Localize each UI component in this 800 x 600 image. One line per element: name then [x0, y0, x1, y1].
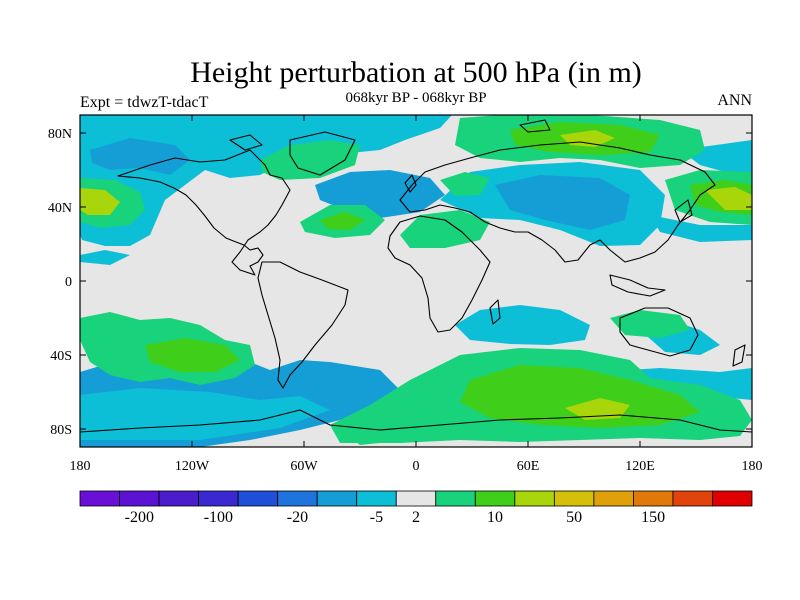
- lon-tick-label: 120E: [625, 459, 655, 474]
- contour-indian-south-core: [460, 365, 700, 428]
- colorbar-swatch: [474, 490, 516, 507]
- coast-australia: [619, 307, 699, 357]
- colorbar-swatch: [633, 490, 674, 507]
- coast-new-zealand: [732, 344, 746, 367]
- colorbar-swatch: [237, 490, 279, 507]
- coast-africa: [387, 215, 491, 333]
- lon-tick-label: 0: [413, 459, 420, 474]
- latitude-axis: 80N 40N 0 40S 80S: [48, 127, 752, 438]
- lon-tick-label: 180: [742, 459, 763, 474]
- contour-africa-pos: [400, 210, 490, 248]
- colorbar-label: 150: [641, 509, 665, 526]
- colorbar-swatch: [712, 490, 753, 507]
- coast-indonesia: [609, 274, 666, 297]
- colorbar-label: -100: [204, 509, 233, 526]
- colorbar-swatch: [435, 490, 476, 507]
- lon-tick-label: 120W: [175, 459, 210, 474]
- colorbar-swatch: [395, 490, 437, 507]
- contour-antarctic-west-pos: [340, 418, 420, 445]
- colorbar-label: 2: [412, 509, 420, 526]
- coast-south-america: [257, 261, 349, 389]
- lon-tick-label: 60W: [290, 459, 318, 474]
- contour-south-pacific-core: [145, 338, 240, 372]
- colorbar-swatch: [198, 490, 239, 507]
- lat-tick-label: 40N: [48, 201, 72, 216]
- lat-tick-label: 40S: [50, 349, 72, 364]
- experiment-label: Expt = tdwzT-tdacT: [80, 94, 209, 111]
- negative-regions: [80, 115, 752, 447]
- colorbar-swatch: [356, 490, 397, 507]
- colorbar-swatch: [514, 490, 555, 507]
- contour-pacific-west-core: [80, 188, 120, 215]
- colorbar-label: -5: [370, 509, 383, 526]
- season-label: ANN: [717, 92, 752, 109]
- contour-indian-south-peak: [565, 398, 630, 420]
- colorbar-swatch: [593, 490, 634, 507]
- plot-subtitle: 068kyr BP - 068kyr BP: [345, 90, 486, 106]
- contour-arctic-neg-core: [90, 138, 190, 175]
- colorbar-swatch: [316, 490, 358, 507]
- contour-indian-neg: [455, 305, 590, 345]
- coastlines: [80, 119, 752, 433]
- contour-southern-neg-inner: [80, 388, 330, 440]
- colorbar-label: -200: [125, 509, 154, 526]
- contour-pacific-nw-neg: [650, 215, 752, 242]
- contour-mid-atlantic-core: [320, 212, 365, 230]
- lat-tick-label: 80S: [50, 423, 72, 438]
- colorbar-labels: -200 -100 -20 -5 2 10 50 150: [125, 509, 666, 526]
- coast-japan: [674, 199, 693, 223]
- coast-north-america: [117, 149, 291, 276]
- colorbar: [79, 490, 753, 507]
- colorbar-label: -20: [287, 509, 308, 526]
- colorbar-label: 10: [487, 509, 503, 526]
- contour-nw-pacific-neg: [80, 250, 130, 265]
- longitude-axis: 180 120W 60W 0 60E 120E 180: [70, 115, 763, 474]
- colorbar-swatch: [79, 490, 120, 507]
- colorbar-label: 50: [566, 509, 582, 526]
- colorbar-swatch: [158, 490, 199, 507]
- coast-arctic-islands: [229, 119, 551, 151]
- lon-tick-label: 60E: [517, 459, 540, 474]
- contour-ne-asia-peak: [705, 187, 752, 210]
- coast-eurasia: [399, 141, 716, 263]
- colorbar-swatch: [119, 490, 160, 507]
- coast-antarctica: [80, 409, 752, 433]
- contour-europe-pos: [440, 172, 490, 196]
- contour-asia-neg-core: [495, 175, 630, 230]
- colorbar-swatch: [277, 490, 318, 507]
- coast-uk: [404, 174, 417, 193]
- plot-title: Height perturbation at 500 hPa (in m): [190, 56, 642, 89]
- map-field: [80, 115, 752, 447]
- colorbar-swatch: [553, 490, 595, 507]
- lat-tick-label: 0: [65, 275, 72, 290]
- colorbar-swatch: [672, 490, 713, 507]
- coast-greenland: [289, 131, 356, 176]
- contour-australia-pos: [610, 310, 690, 338]
- lon-tick-label: 180: [70, 459, 91, 474]
- contour-greenland-pos: [260, 140, 360, 180]
- lat-tick-label: 80N: [48, 127, 72, 142]
- coast-madagascar: [489, 299, 501, 325]
